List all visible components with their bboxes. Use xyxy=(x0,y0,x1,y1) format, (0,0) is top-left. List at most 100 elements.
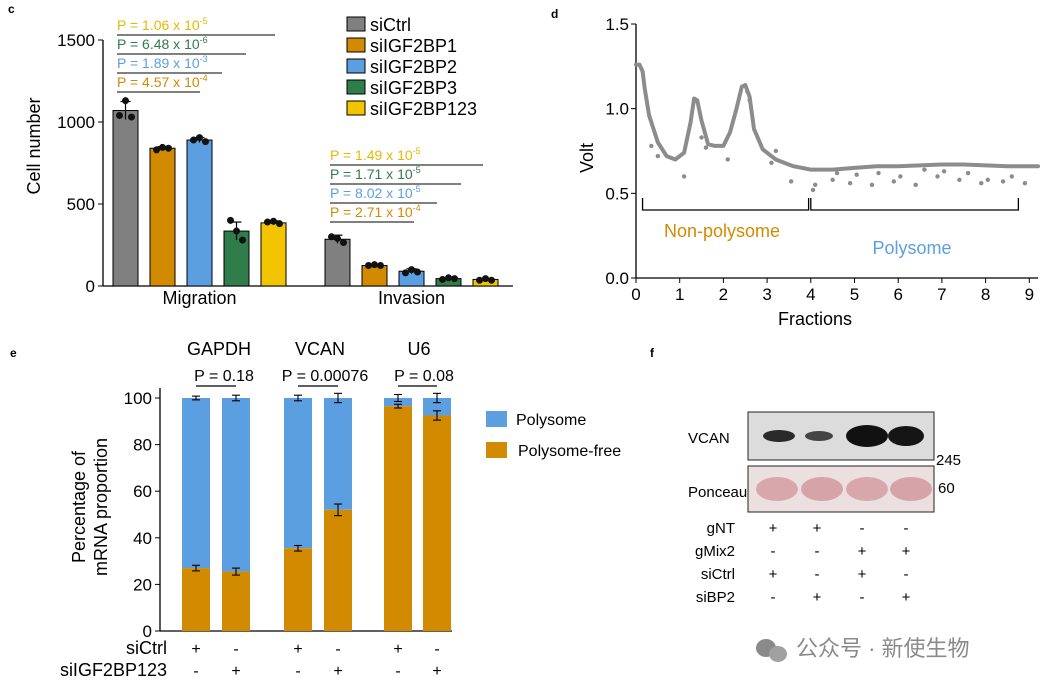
panel-label-f: f xyxy=(650,346,655,360)
panel-f-western-blot: VCAN 245 Ponceau S 60 gNT + + - - gMix2 - - + + si… xyxy=(688,411,961,606)
y-tick-label: 40 xyxy=(133,529,152,548)
trace-point xyxy=(869,182,875,188)
data-point xyxy=(276,220,283,228)
blot-sign: + xyxy=(858,566,867,583)
trace-point xyxy=(876,170,881,176)
blot-row-label-siCtrl: siCtrl xyxy=(701,566,735,583)
blot-loading-label: Ponceau S xyxy=(688,484,761,501)
bar-polysome-1 xyxy=(222,398,250,572)
data-point xyxy=(371,261,378,269)
y-tick-label: 1500 xyxy=(57,31,95,50)
condition-sign: - xyxy=(233,641,238,658)
y-tick-label: 80 xyxy=(133,436,152,455)
y-tick-label: 500 xyxy=(67,195,95,214)
blot-vcan-band-3 xyxy=(846,425,888,447)
y-tick-label: 0.0 xyxy=(605,269,629,288)
p-value-Migration-1: P = 6.48 x 10-6 xyxy=(117,35,208,52)
condition-sign: - xyxy=(335,641,340,658)
legend-swatch-siIGF2BP123 xyxy=(346,100,366,116)
trace-point xyxy=(985,177,990,182)
blot-row-label-gNT: gNT xyxy=(707,520,735,537)
legend-swatch-siCtrl xyxy=(346,16,366,32)
bar-polysome-3 xyxy=(324,398,352,510)
data-point xyxy=(122,97,129,105)
bar-siCtrl-Migration xyxy=(112,110,139,287)
y-axis-label: Volt xyxy=(577,143,597,173)
group-label-Migration: Migration xyxy=(162,288,236,308)
legend-swatch-Polysome xyxy=(486,411,507,427)
y-tick-label: 100 xyxy=(124,389,152,408)
data-point xyxy=(402,269,409,277)
blot-sign: + xyxy=(813,520,822,537)
y-axis-label-line2: mRNA proportion xyxy=(91,438,111,576)
trace-point xyxy=(941,169,947,174)
trace-point xyxy=(655,153,661,159)
bar-polysome-5 xyxy=(423,398,451,416)
y-tick-label: 0 xyxy=(86,277,95,296)
blot-sign: + xyxy=(902,543,911,560)
legend-swatch-siIGF2BP3 xyxy=(346,79,366,95)
blot-row-label-gMix2: gMix2 xyxy=(695,543,735,560)
marker-245: 245 xyxy=(936,452,961,469)
legend-label-Polysome-free: Polysome-free xyxy=(518,443,621,460)
p-value-Migration-3: P = 4.57 x 10-4 xyxy=(117,73,208,90)
trace-point xyxy=(699,135,704,140)
bracket-Polysome xyxy=(810,198,1020,211)
blot-sign: - xyxy=(815,566,820,583)
trace-point xyxy=(1022,180,1028,186)
legend-swatch-Polysome-free xyxy=(486,442,507,458)
trace-point xyxy=(922,167,927,172)
legend-label-siIGF2BP123: siIGF2BP123 xyxy=(370,99,477,119)
trace-point xyxy=(1000,179,1006,184)
x-tick-label: 8 xyxy=(981,285,990,304)
gene-label-VCAN: VCAN xyxy=(295,339,345,359)
condition-sign: - xyxy=(295,663,300,680)
condition-sign: + xyxy=(333,663,342,680)
panel-label-e: e xyxy=(10,346,17,360)
bar-polysome-free-4 xyxy=(384,406,412,631)
blot-sign: - xyxy=(860,520,865,537)
ponceau-lane-4 xyxy=(890,477,932,501)
data-point xyxy=(488,276,495,284)
data-point xyxy=(116,111,123,119)
data-point xyxy=(233,227,240,235)
condition-sign: + xyxy=(191,641,200,658)
data-point xyxy=(328,233,335,241)
wechat-icon-small xyxy=(769,646,787,662)
condition-sign: - xyxy=(193,663,198,680)
blot-sign: + xyxy=(769,566,778,583)
watermark-text: 公众号 · 新使生物 xyxy=(796,636,970,661)
data-point xyxy=(227,216,234,224)
trace-point xyxy=(725,157,730,162)
data-point xyxy=(165,144,172,152)
trace-point xyxy=(898,174,903,179)
bracket-label-Polysome: Polysome xyxy=(872,238,951,258)
p-value-Invasion-2: P = 8.02 x 10-5 xyxy=(330,184,421,201)
legend-swatch-siIGF2BP1 xyxy=(346,37,366,53)
data-point xyxy=(451,275,458,283)
trace-point xyxy=(935,174,940,179)
group-label-Invasion: Invasion xyxy=(378,288,445,308)
blot-sign: - xyxy=(860,589,865,606)
y-tick-label: 0 xyxy=(143,622,152,641)
blot-sign-table: gNT + + - - gMix2 - - + + siCtrl + - + - siBP2 - + - + xyxy=(695,520,911,606)
condition-sign: + xyxy=(393,641,402,658)
data-point xyxy=(340,239,347,247)
condition-sign: + xyxy=(293,641,302,658)
p-value-Invasion-1: P = 1.71 x 10-5 xyxy=(330,165,421,182)
x-tick-label: 3 xyxy=(762,285,771,304)
trace-point xyxy=(810,187,816,193)
p-value-Migration-0: P = 1.06 x 10-5 xyxy=(117,16,208,33)
bar-siIGF2BP123-Migration xyxy=(260,222,287,287)
blot-sign: + xyxy=(902,589,911,606)
p-value-GAPDH: P = 0.18 xyxy=(194,368,254,385)
trace-point xyxy=(834,170,840,176)
trace-point xyxy=(703,145,709,150)
trace-point xyxy=(891,179,897,184)
trace-point xyxy=(854,172,859,177)
blot-row-label-siBP2: siBP2 xyxy=(696,589,735,606)
x-tick-label: 7 xyxy=(937,285,946,304)
row-label-siCtrl: siCtrl xyxy=(126,638,167,658)
bar-polysome-free-0 xyxy=(182,568,210,631)
bar-polysome-4 xyxy=(384,398,412,407)
